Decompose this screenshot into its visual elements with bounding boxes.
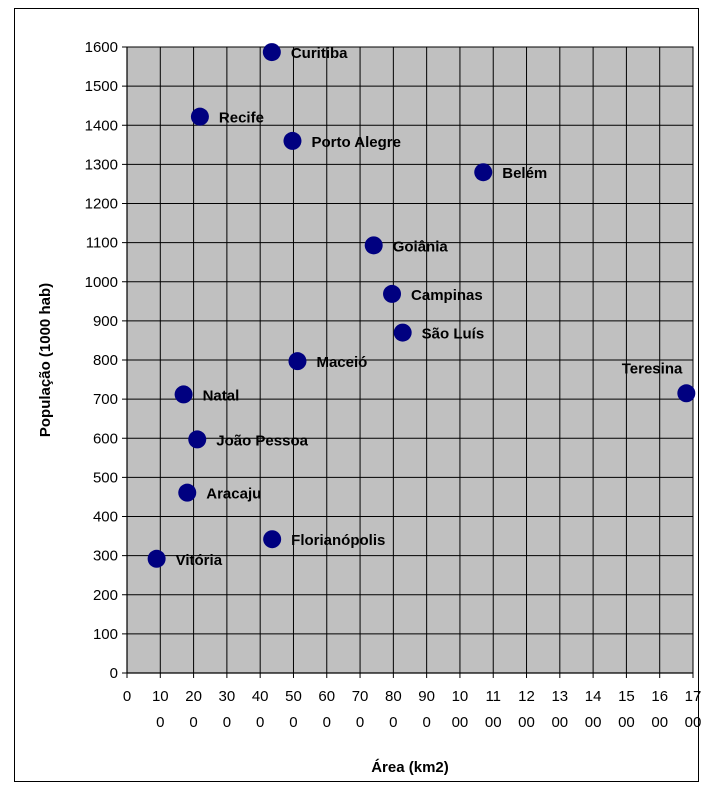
x-tick-label: 60 <box>318 688 335 705</box>
x-tick-label-line2: 00 <box>551 714 568 731</box>
x-tick-label: 50 <box>285 688 302 705</box>
y-tick-label: 900 <box>93 313 118 330</box>
x-tick-label-line2: 00 <box>485 714 502 731</box>
data-point-label: João Pessoa <box>216 432 308 449</box>
y-tick-label: 1500 <box>85 78 118 95</box>
x-tick-label: 0 <box>123 688 131 705</box>
x-tick-label: 15 <box>618 688 635 705</box>
x-tick-label: 80 <box>385 688 402 705</box>
x-tick-label-line2: 00 <box>585 714 602 731</box>
data-point-label: Natal <box>203 387 240 404</box>
x-tick-label-line2: 00 <box>651 714 668 731</box>
x-tick-label: 11 <box>485 688 501 705</box>
data-point-label: Goiânia <box>393 238 449 255</box>
data-point <box>393 323 412 342</box>
data-point-label: Campinas <box>411 287 483 304</box>
data-point <box>288 352 307 371</box>
data-point <box>147 549 166 568</box>
data-point-label: Florianópolis <box>291 532 385 549</box>
y-tick-label: 300 <box>93 548 118 565</box>
x-tick-label: 12 <box>518 688 535 705</box>
x-tick-label-line2: 00 <box>685 714 702 731</box>
x-tick-label-line2: 0 <box>289 714 297 731</box>
x-tick-label-line2: 0 <box>256 714 264 731</box>
y-tick-label: 200 <box>93 587 118 604</box>
x-tick-label-line2: 0 <box>156 714 164 731</box>
y-tick-label: 400 <box>93 509 118 526</box>
data-point <box>364 236 383 255</box>
data-point-label: Recife <box>219 110 264 127</box>
x-tick-label: 70 <box>352 688 369 705</box>
data-point-label: Belém <box>502 165 547 182</box>
x-axis-title: Área (km2) <box>371 759 449 776</box>
x-tick-label: 90 <box>418 688 435 705</box>
y-tick-label: 1000 <box>85 274 118 291</box>
data-point <box>283 131 302 150</box>
data-point <box>383 284 402 303</box>
x-tick-label: 10 <box>452 688 469 705</box>
x-tick-label-line2: 0 <box>422 714 430 731</box>
x-tick-label: 30 <box>219 688 236 705</box>
data-point <box>262 43 281 62</box>
x-tick-label-line2: 0 <box>223 714 231 731</box>
x-tick-label-line2: 00 <box>452 714 469 731</box>
y-tick-label: 700 <box>93 391 118 408</box>
data-point-label: São Luís <box>422 326 485 343</box>
x-tick-label-line2: 0 <box>189 714 197 731</box>
x-tick-label: 20 <box>185 688 202 705</box>
y-tick-label: 1300 <box>85 156 118 173</box>
y-tick-label: 600 <box>93 430 118 447</box>
gridlines <box>126 46 694 674</box>
data-point-label: Aracaju <box>206 486 261 503</box>
x-tick-label-line2: 00 <box>518 714 535 731</box>
data-point <box>190 107 209 126</box>
x-tick-label: 10 <box>152 688 169 705</box>
y-tick-label: 800 <box>93 352 118 369</box>
data-point-label: Curitiba <box>291 45 348 62</box>
data-point <box>474 163 493 182</box>
y-tick-label: 0 <box>110 665 118 682</box>
data-point-label: Maceió <box>316 354 367 371</box>
y-tick-label: 100 <box>93 626 118 643</box>
y-tick-label: 1200 <box>85 196 118 213</box>
x-tick-label: 16 <box>651 688 668 705</box>
y-axis-title: População (1000 hab) <box>37 283 54 437</box>
x-tick-label: 17 <box>685 688 702 705</box>
y-tick-label: 1600 <box>85 39 118 56</box>
x-tick-label-line2: 0 <box>323 714 331 731</box>
x-tick-label: 13 <box>551 688 568 705</box>
x-tick-label-line2: 00 <box>618 714 635 731</box>
x-tick-label-line2: 0 <box>389 714 397 731</box>
x-axis-ticks: 0 10 0 20 0 30 0 40 0 50 0 60 0 70 0 80 0 90 0 10 00 11 00 12 00… <box>123 673 702 731</box>
data-point <box>174 385 193 404</box>
x-tick-label: 40 <box>252 688 269 705</box>
data-points: Curitiba Recife Porto Alegre Belém Goiânia Ca… <box>147 43 696 569</box>
y-axis-ticks: 0 100 200 300 400 500 600 700 800 900 1000 1100 1200… <box>85 39 127 682</box>
y-tick-label: 1400 <box>85 117 118 134</box>
data-point <box>178 483 197 502</box>
data-point-label: Porto Alegre <box>311 134 400 151</box>
y-tick-label: 1100 <box>86 235 118 252</box>
data-point-label: Teresina <box>622 360 683 377</box>
x-tick-label-line2: 0 <box>356 714 364 731</box>
data-point <box>188 430 207 449</box>
data-point <box>677 384 696 403</box>
y-tick-label: 500 <box>93 469 118 486</box>
data-point-label: Vitória <box>176 552 223 569</box>
x-tick-label: 14 <box>585 688 602 705</box>
data-point <box>263 530 282 549</box>
